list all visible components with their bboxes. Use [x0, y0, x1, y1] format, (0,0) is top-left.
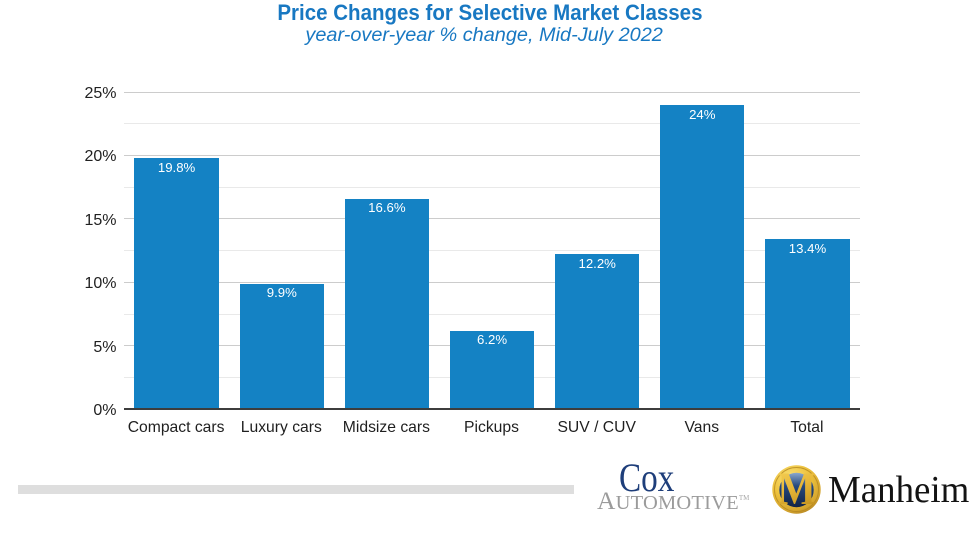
svg-text:M: M: [777, 465, 816, 514]
